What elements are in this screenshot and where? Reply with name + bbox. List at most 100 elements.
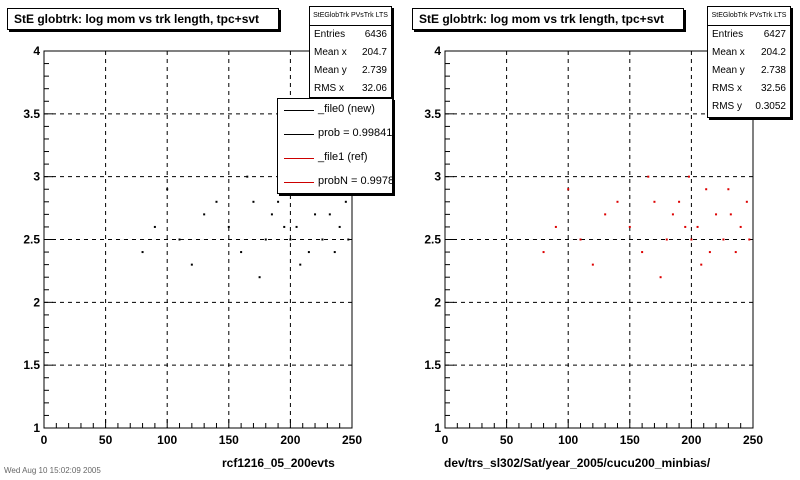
- scatter-point: [264, 238, 267, 241]
- right-stats-entries-row: Entries 6427: [708, 26, 790, 44]
- legend-line-swatch: [284, 110, 314, 111]
- scatter-point: [277, 200, 280, 203]
- left-stats-meany-row: Mean y 2.739: [310, 62, 391, 80]
- scatter-point: [727, 188, 730, 191]
- x-tick-label: 200: [681, 433, 701, 447]
- y-tick-label: 3.5: [424, 107, 441, 121]
- left-chart-title: StE globtrk: log mom vs trk length, tpc+…: [7, 8, 279, 30]
- scatter-point: [215, 200, 218, 203]
- right-scatter-plot: 0 50 100 150 200 250 1 1.5 2 2.5 3 3.5 4: [424, 44, 763, 447]
- scatter-point: [739, 225, 742, 228]
- scatter-point: [338, 225, 341, 228]
- scatter-point: [307, 251, 310, 254]
- scatter-point: [665, 238, 668, 241]
- scatter-point: [705, 188, 708, 191]
- scatter-point: [616, 200, 619, 203]
- scatter-point: [700, 263, 703, 266]
- scatter-point: [166, 188, 169, 191]
- y-tick-label: 1: [434, 421, 441, 435]
- scatter-point: [678, 200, 681, 203]
- stats-label: Entries: [314, 29, 346, 40]
- x-tick-label: 250: [342, 433, 362, 447]
- right-stats-header: StEGlobTrk PVsTrk LTS: [708, 7, 790, 26]
- left-stats-rmsx-row: RMS x 32.06: [310, 80, 391, 98]
- scatter-point: [299, 263, 302, 266]
- stats-label: Mean x: [712, 47, 745, 58]
- scatter-point: [628, 225, 631, 228]
- scatter-point: [745, 200, 748, 203]
- scatter-point: [321, 238, 324, 241]
- legend-entry: probN = 0.997859: [278, 171, 392, 193]
- scatter-point: [591, 263, 594, 266]
- scatter-point: [270, 213, 273, 216]
- stats-value: 0.3052: [755, 101, 786, 112]
- scatter-point: [641, 251, 644, 254]
- scatter-point: [690, 238, 693, 241]
- scatter-point: [684, 225, 687, 228]
- scatter-point: [708, 251, 711, 254]
- y-tick-label: 3.5: [23, 107, 40, 121]
- legend-entry: prob = 0.998413: [278, 123, 392, 147]
- scatter-point: [190, 263, 193, 266]
- scatter-point: [687, 175, 690, 178]
- left-stats-meanx-row: Mean x 204.7: [310, 44, 391, 62]
- scatter-point: [258, 276, 261, 279]
- scatter-point: [554, 225, 557, 228]
- y-tick-label: 2: [434, 295, 441, 309]
- stats-value: 6436: [364, 29, 387, 40]
- scatter-point: [240, 251, 243, 254]
- scatter-point: [542, 251, 545, 254]
- left-stats-entries-row: Entries 6436: [310, 26, 391, 44]
- y-tick-label: 4: [33, 44, 40, 58]
- legend-label: prob = 0.998413: [318, 127, 393, 139]
- scatter-point: [141, 251, 144, 254]
- x-tick-label: 50: [99, 433, 113, 447]
- y-tick-label: 1: [33, 421, 40, 435]
- x-tick-label: 150: [620, 433, 640, 447]
- stats-label: RMS x: [712, 83, 742, 94]
- y-tick-label: 1.5: [424, 358, 441, 372]
- footer-timestamp: Wed Aug 10 15:02:09 2005: [4, 466, 101, 475]
- scatter-point: [328, 213, 331, 216]
- y-tick-label: 3: [434, 170, 441, 184]
- legend-line-swatch: [284, 158, 314, 159]
- scatter-point: [604, 213, 607, 216]
- scatter-point: [289, 238, 292, 241]
- stats-value: 6427: [763, 29, 786, 40]
- left-legend: _file0 (new) prob = 0.998413 _file1 (ref…: [277, 98, 393, 194]
- scatter-point: [246, 175, 249, 178]
- x-tick-label: 100: [558, 433, 578, 447]
- stats-label: Mean y: [712, 65, 745, 76]
- legend-label: _file0 (new): [318, 103, 375, 115]
- x-tick-label: 250: [743, 433, 763, 447]
- scatter-point: [153, 225, 156, 228]
- x-tick-label: 50: [500, 433, 514, 447]
- stats-label: Mean y: [314, 65, 347, 76]
- y-tick-label: 2.5: [23, 233, 40, 247]
- legend-label: _file1 (ref): [318, 151, 368, 163]
- scatter-point: [333, 251, 336, 254]
- scatter-point: [671, 213, 674, 216]
- y-tick-label: 3: [33, 170, 40, 184]
- legend-line-swatch: [284, 182, 314, 183]
- stats-value: 32.56: [760, 83, 786, 94]
- scatter-point: [579, 238, 582, 241]
- legend-line-swatch: [284, 134, 314, 135]
- scatter-point: [748, 238, 751, 241]
- scatter-point: [283, 225, 286, 228]
- stats-value: 2.739: [361, 65, 387, 76]
- y-tick-label: 2: [33, 295, 40, 309]
- right-stats-rmsy-row: RMS y 0.3052: [708, 98, 790, 116]
- left-stats-header: StEGlobTrk PVsTrk LTS: [310, 7, 391, 26]
- scatter-point: [203, 213, 206, 216]
- scatter-point: [295, 225, 298, 228]
- scatter-point: [659, 276, 662, 279]
- y-tick-label: 2.5: [424, 233, 441, 247]
- scatter-point: [734, 251, 737, 254]
- stats-value: 204.7: [361, 47, 387, 58]
- stats-value: 2.738: [760, 65, 786, 76]
- right-x-axis-title: dev/trs_sl302/Sat/year_2005/cucu200_minb…: [444, 456, 711, 470]
- y-tick-label: 4: [434, 44, 441, 58]
- x-tick-label: 0: [41, 433, 48, 447]
